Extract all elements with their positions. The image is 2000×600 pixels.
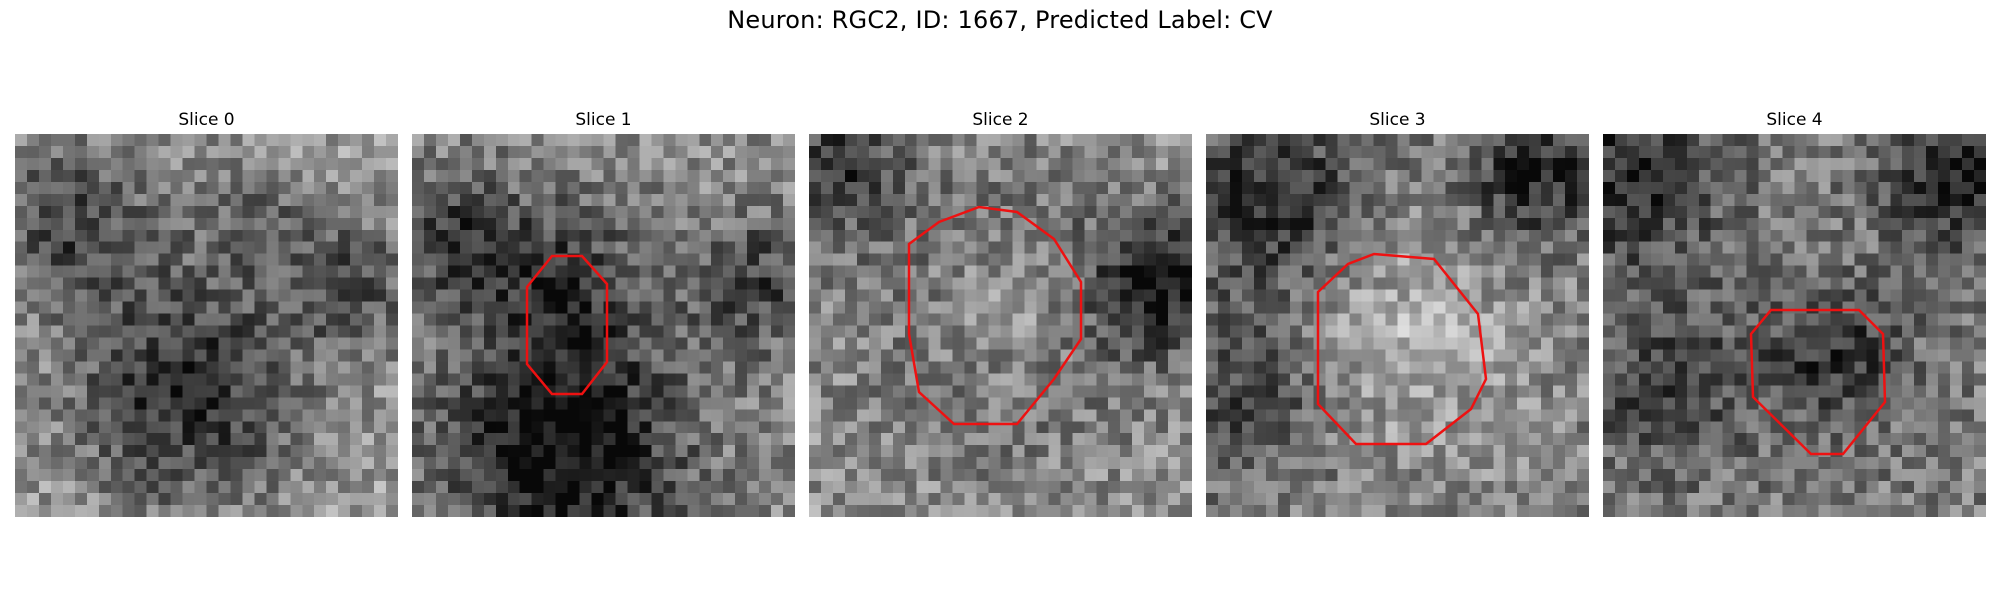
slice-contour-3 xyxy=(1316,252,1488,446)
roi-contour-4 xyxy=(1749,308,1887,456)
slice-title-2: Slice 2 xyxy=(972,110,1029,130)
slice-contour-2 xyxy=(907,205,1083,426)
roi-contour-1 xyxy=(525,254,609,396)
slice-image-2 xyxy=(809,134,1192,517)
figure-title: Neuron: RGC2, ID: 1667, Predicted Label:… xyxy=(727,6,1273,34)
slice-title-1: Slice 1 xyxy=(575,110,632,130)
roi-contour-2 xyxy=(907,205,1083,426)
slice-title-3: Slice 3 xyxy=(1369,110,1426,130)
slice-contour-4 xyxy=(1749,308,1887,456)
slice-title-0: Slice 0 xyxy=(178,110,235,130)
slice-image-3 xyxy=(1206,134,1589,517)
slice-image-4 xyxy=(1603,134,1986,517)
slice-title-4: Slice 4 xyxy=(1766,110,1823,130)
slice-image-1 xyxy=(412,134,795,517)
slice-image-0 xyxy=(15,134,398,517)
slice-contour-1 xyxy=(525,254,609,396)
roi-contour-3 xyxy=(1316,252,1488,446)
